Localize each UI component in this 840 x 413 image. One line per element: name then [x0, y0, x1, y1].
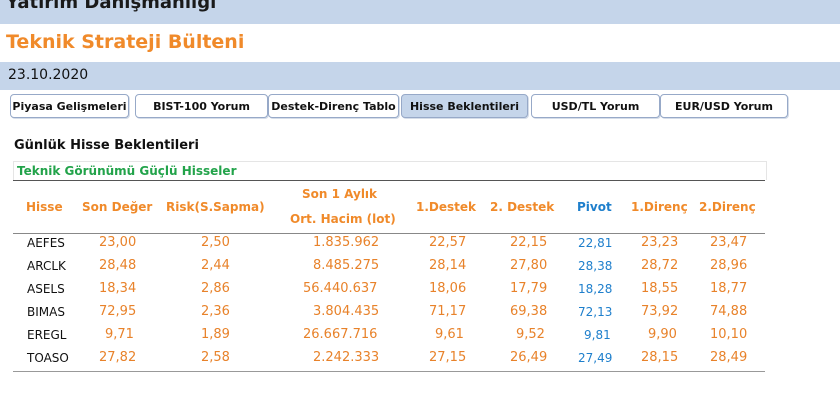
cell-pivot: 28,38 [578, 259, 613, 273]
table-row: EREGL 9,71 1,89 26.667.716 9,61 9,52 9,8… [13, 325, 765, 345]
cell-direnc1: 28,15 [641, 350, 679, 365]
cell-son-deger: 9,71 [105, 327, 134, 342]
cell-destek2: 22,15 [510, 235, 548, 250]
cell-direnc1: 18,55 [641, 281, 679, 296]
cell-risk: 1,89 [201, 327, 230, 342]
cell-destek1: 71,17 [429, 304, 467, 319]
column-header-direnc2: 2.Direnç [699, 200, 756, 214]
table-row: ARCLK 28,48 2,44 8.485.275 28,14 27,80 2… [13, 256, 765, 276]
cell-hisse: ARCLK [27, 259, 66, 273]
cell-pivot: 27,49 [578, 351, 613, 365]
cell-pivot: 9,81 [584, 328, 611, 342]
cell-son-deger: 27,82 [99, 350, 137, 365]
cell-destek1: 18,06 [429, 281, 467, 296]
cell-destek2: 27,80 [510, 258, 548, 273]
cell-direnc1: 73,92 [641, 304, 679, 319]
column-header-hacim-line1: Son 1 Aylık [302, 187, 378, 201]
cell-hacim: 56.440.637 [303, 281, 378, 296]
strong-stocks-label: Teknik Görünümü Güçlü Hisseler [17, 164, 237, 178]
cell-direnc2: 10,10 [710, 327, 748, 342]
cell-risk: 2,44 [201, 258, 230, 273]
strong-stocks-caption-box: Teknik Görünümü Güçlü Hisseler [13, 161, 767, 180]
cell-hacim: 26.667.716 [303, 327, 378, 342]
cell-destek2: 17,79 [510, 281, 548, 296]
cell-destek1: 27,15 [429, 350, 467, 365]
tab-destek-direnc-tablo[interactable]: Destek-Direnç Tablo [268, 94, 399, 118]
date-bar: 23.10.2020 [0, 62, 840, 90]
column-header-risk: Risk(S.Sapma) [166, 200, 265, 214]
tab-piyasa-gelismeleri[interactable]: Piyasa Gelişmeleri [10, 94, 129, 118]
page-header-title: Yatırım Danışmanlığı [6, 0, 217, 13]
report-date: 23.10.2020 [8, 67, 89, 83]
top-banner: Yatırım Danışmanlığı [0, 0, 840, 24]
cell-son-deger: 18,34 [99, 281, 137, 296]
cell-risk: 2,50 [201, 235, 230, 250]
bulletin-title: Teknik Strateji Bülteni [6, 31, 245, 53]
column-header-pivot: Pivot [577, 200, 612, 214]
cell-direnc2: 23,47 [710, 235, 748, 250]
cell-direnc2: 28,96 [710, 258, 748, 273]
cell-son-deger: 28,48 [99, 258, 137, 273]
cell-pivot: 22,81 [578, 236, 613, 250]
table-row: TOASO 27,82 2,58 2.242.333 27,15 26,49 2… [13, 348, 765, 368]
cell-hacim: 8.485.275 [313, 258, 380, 273]
tab-eurusd-yorum[interactable]: EUR/USD Yorum [660, 94, 788, 118]
cell-risk: 2,86 [201, 281, 230, 296]
cell-risk: 2,58 [201, 350, 230, 365]
cell-direnc1: 23,23 [641, 235, 679, 250]
cell-son-deger: 23,00 [99, 235, 137, 250]
cell-direnc1: 9,90 [648, 327, 677, 342]
cell-destek2: 69,38 [510, 304, 548, 319]
cell-hacim: 2.242.333 [313, 350, 380, 365]
cell-direnc2: 74,88 [710, 304, 748, 319]
column-header-son-deger: Son Değer [82, 200, 153, 214]
tab-hisse-beklentileri[interactable]: Hisse Beklentileri [401, 94, 528, 118]
cell-destek1: 22,57 [429, 235, 467, 250]
cell-destek2: 9,52 [516, 327, 545, 342]
cell-direnc2: 28,49 [710, 350, 748, 365]
column-header-hacim-line2: Ort. Hacim (lot) [290, 212, 396, 226]
cell-pivot: 72,13 [578, 305, 613, 319]
cell-hisse: AEFES [27, 236, 65, 250]
section-title: Günlük Hisse Beklentileri [14, 138, 199, 153]
tab-usdtl-yorum[interactable]: USD/TL Yorum [531, 94, 660, 118]
cell-direnc1: 28,72 [641, 258, 679, 273]
cell-hisse: ASELS [27, 282, 65, 296]
cell-hisse: BIMAS [27, 305, 65, 319]
cell-hacim: 3.804.435 [313, 304, 380, 319]
cell-destek2: 26,49 [510, 350, 548, 365]
table-bottom-border [13, 371, 765, 372]
cell-destek1: 9,61 [435, 327, 464, 342]
table-top-border [13, 180, 765, 181]
cell-risk: 2,36 [201, 304, 230, 319]
table-row: BIMAS 72,95 2,36 3.804.435 71,17 69,38 7… [13, 302, 765, 322]
cell-son-deger: 72,95 [99, 304, 137, 319]
column-header-hisse: Hisse [26, 200, 63, 214]
column-header-direnc1: 1.Direnç [631, 200, 688, 214]
tab-bist100-yorum[interactable]: BIST-100 Yorum [135, 94, 268, 118]
cell-hisse: TOASO [27, 351, 69, 365]
cell-pivot: 18,28 [578, 282, 613, 296]
cell-hacim: 1.835.962 [313, 235, 380, 250]
column-header-destek2: 2. Destek [490, 200, 555, 214]
cell-hisse: EREGL [27, 328, 67, 342]
header-separator [13, 233, 765, 234]
table-row: ASELS 18,34 2,86 56.440.637 18,06 17,79 … [13, 279, 765, 299]
tab-bar: Piyasa Gelişmeleri BIST-100 Yorum Destek… [0, 91, 840, 124]
cell-destek1: 28,14 [429, 258, 467, 273]
table-row: AEFES 23,00 2,50 1.835.962 22,57 22,15 2… [13, 233, 765, 253]
column-header-destek1: 1.Destek [416, 200, 477, 214]
cell-direnc2: 18,77 [710, 281, 748, 296]
